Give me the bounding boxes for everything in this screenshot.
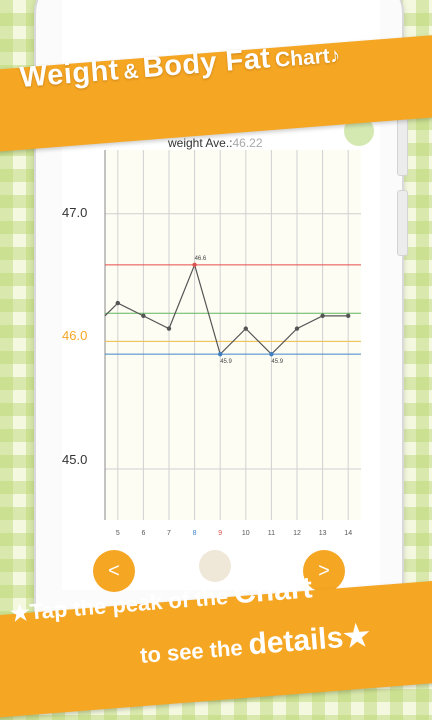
weight-average-label: weight Ave.: <box>168 136 233 150</box>
plot-area <box>105 150 361 520</box>
bottom-line2-prefix: to see the <box>139 634 244 668</box>
weight-average-value: 46.22 <box>232 136 263 150</box>
x-tick-label: 14 <box>344 530 352 537</box>
x-tick-label: 13 <box>319 530 327 537</box>
x-tick-label: 11 <box>268 530 275 537</box>
data-point[interactable] <box>166 326 172 331</box>
center-logo-icon[interactable] <box>199 550 231 582</box>
x-tick-label: 12 <box>293 530 301 537</box>
data-point[interactable] <box>141 313 146 319</box>
y-tick-46: 46.0 <box>62 328 88 343</box>
data-point[interactable] <box>320 313 325 319</box>
data-point[interactable] <box>269 351 274 357</box>
y-tick-45: 45.0 <box>62 452 88 467</box>
banner-ampersand: & <box>122 59 140 84</box>
banner-word-weight: Weight <box>18 54 121 94</box>
x-tick-label: 7 <box>167 530 171 537</box>
data-point[interactable] <box>218 351 223 357</box>
next-button[interactable]: > <box>303 550 345 592</box>
phone-side-button <box>397 190 408 256</box>
data-label: 46.6 <box>195 256 207 262</box>
x-tick-label: 8 <box>193 530 197 537</box>
x-tick-label: 5 <box>116 530 120 537</box>
x-tick-label: 9 <box>218 530 222 537</box>
data-label: 45.9 <box>220 359 232 365</box>
y-tick-47: 47.0 <box>62 205 88 220</box>
banner-word-chart: Chart♪ <box>274 43 342 72</box>
weight-average: weight Ave.:46.22 <box>168 136 263 150</box>
data-point[interactable] <box>294 326 300 331</box>
data-point[interactable] <box>192 262 197 268</box>
data-point[interactable] <box>115 300 121 306</box>
data-point[interactable] <box>243 326 248 331</box>
data-point[interactable] <box>346 313 351 319</box>
prev-button[interactable]: < <box>93 550 135 592</box>
bottom-line1-chart: Chart <box>232 571 314 611</box>
data-label: 45.9 <box>271 359 283 365</box>
x-tick-label: 6 <box>141 530 145 537</box>
x-tick-label: 10 <box>242 530 250 537</box>
